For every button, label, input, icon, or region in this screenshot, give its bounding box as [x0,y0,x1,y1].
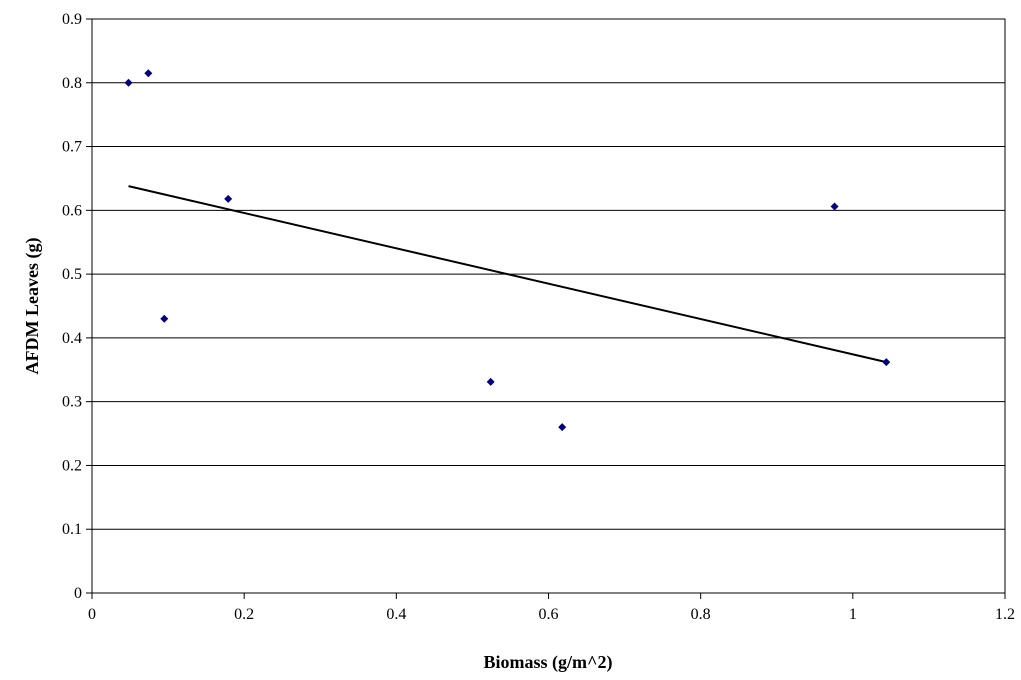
x-tick-label: 0 [88,606,96,623]
data-points [124,69,891,432]
gridlines [92,18,1005,530]
trendline-layer [128,185,887,364]
y-tick-label: 0.9 [62,11,82,28]
x-tick-label: 0.8 [691,606,711,623]
x-tick-label: 0.2 [234,606,254,623]
y-tick-label: 0.5 [62,266,82,283]
data-point [144,69,153,78]
data-point [160,314,169,323]
trendline [128,185,887,364]
y-tick-label: 0.7 [62,139,82,156]
y-tick-label: 0.2 [62,457,82,474]
data-point [124,78,133,87]
y-tick-label: 0.6 [62,202,82,219]
data-point [882,358,891,367]
x-tick-label: 0.4 [386,606,406,623]
y-tick-label: 0 [74,585,82,602]
y-tick-label: 0.8 [62,75,82,92]
y-axis: 0 0.1 0.2 0.3 0.4 0.5 0.6 0.7 0.8 0.9 [62,11,92,602]
y-tick-label: 0.4 [62,330,82,347]
data-point [830,202,839,211]
y-tick-label: 0.1 [62,521,82,538]
y-axis-title: AFDM Leaves (g) [22,238,43,375]
data-point [486,377,495,386]
x-tick-label: 1.2 [995,606,1015,623]
data-point [224,194,233,203]
x-tick-label: 1 [849,606,857,623]
plot-area-border [91,18,1006,594]
x-axis-title: Biomass (g/m^2) [484,652,613,673]
y-tick-label: 0.3 [62,394,82,411]
x-tick-label: 0.6 [539,606,559,623]
x-axis: 0 0.2 0.4 0.6 0.8 1 1.2 [88,593,1015,623]
data-point [558,423,567,432]
